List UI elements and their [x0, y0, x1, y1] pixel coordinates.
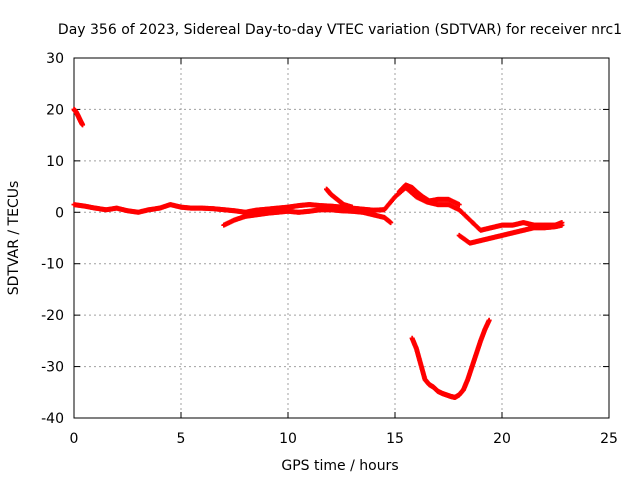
data-point	[349, 204, 355, 210]
chart-title: Day 356 of 2023, Sidereal Day-to-day VTE…	[58, 22, 622, 38]
y-tick-label: 10	[46, 154, 64, 170]
data-point	[80, 122, 86, 128]
series-lower-band	[221, 207, 565, 246]
y-tick-label: -20	[41, 308, 64, 324]
y-axis-label: SDTVAR / TECUs	[6, 181, 22, 296]
y-tick-label: 0	[55, 205, 64, 221]
data-point	[388, 220, 394, 226]
x-tick-label: 20	[493, 431, 511, 447]
grid-lines	[74, 58, 609, 418]
series-upper-bump	[324, 182, 462, 210]
x-tick-label: 15	[386, 431, 404, 447]
data-points	[71, 106, 565, 400]
data-point	[559, 222, 565, 228]
series-low-arc	[409, 317, 492, 400]
plot-frame	[73, 57, 610, 419]
data-point	[456, 202, 462, 208]
y-tick-label: -40	[41, 411, 64, 427]
x-tick-label: 25	[600, 431, 618, 447]
x-axis-label: GPS time / hours	[281, 458, 398, 474]
data-point	[486, 317, 492, 323]
x-tick-label: 5	[177, 431, 186, 447]
y-tick-label: -30	[41, 360, 64, 376]
y-tick-label: 30	[46, 51, 64, 67]
axis-ticks: 0 5 10 15 20 25 -40 -30 -20 -10 0 10 20 30	[41, 51, 618, 447]
y-tick-label: 20	[46, 102, 64, 118]
x-tick-label: 10	[279, 431, 297, 447]
series-early-high	[71, 106, 86, 128]
y-tick-label: -10	[41, 257, 64, 273]
x-tick-label: 0	[70, 431, 79, 447]
